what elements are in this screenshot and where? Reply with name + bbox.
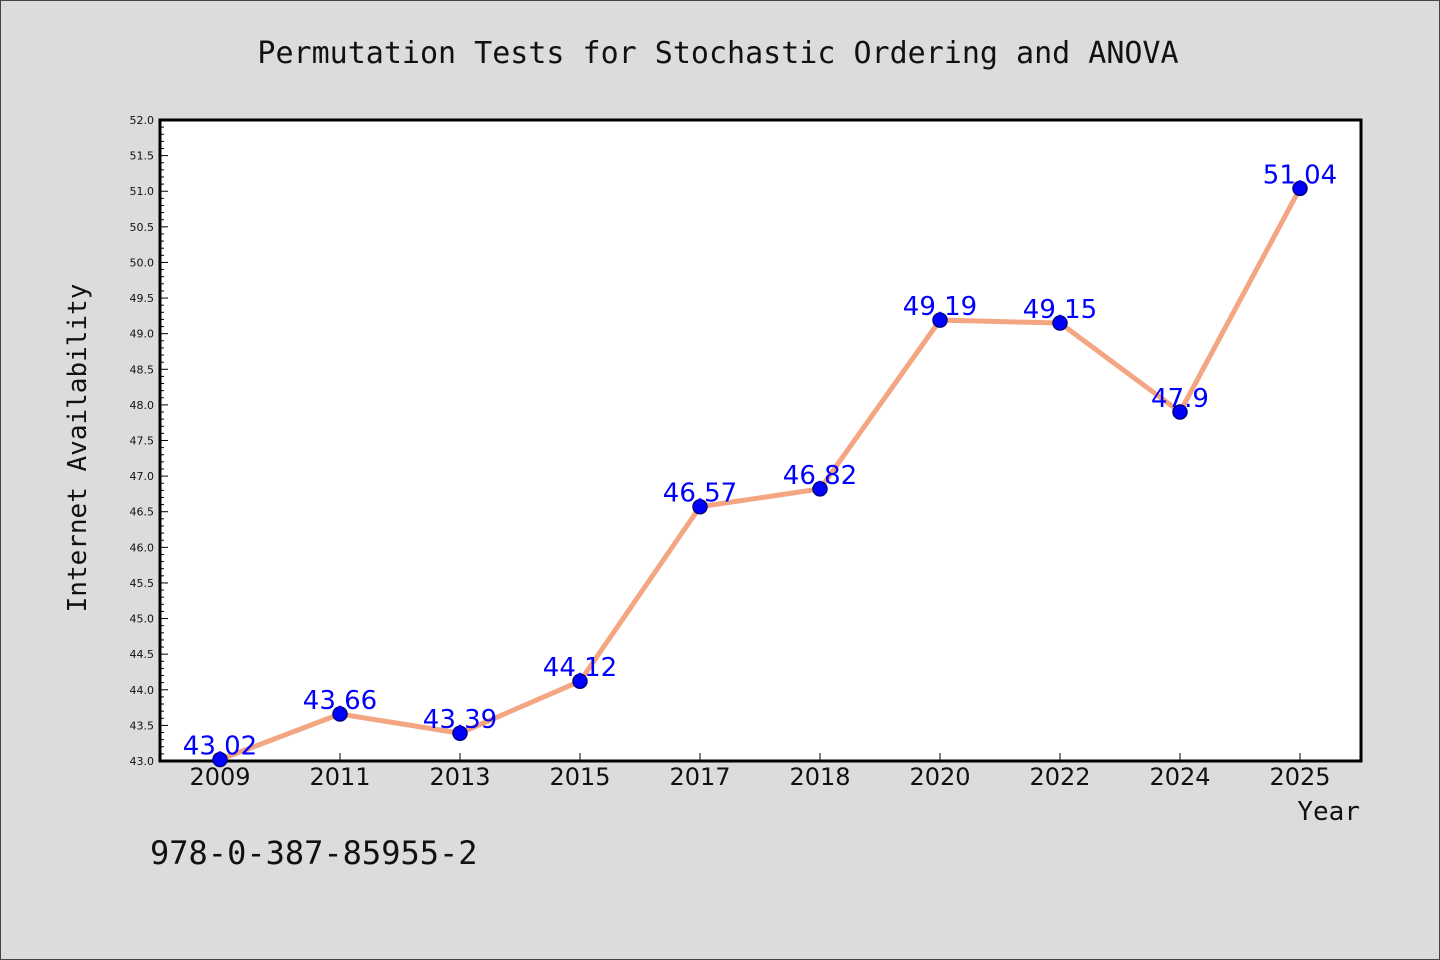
data-label: 46.82 (783, 461, 857, 491)
chart-title: Permutation Tests for Stochastic Orderin… (257, 36, 1178, 71)
x-tick-label: 2022 (1029, 763, 1090, 791)
series-line (217, 185, 1303, 763)
x-tick-label: 2020 (909, 763, 970, 791)
y-tick-label: 49.5 (130, 292, 155, 305)
y-tick-label: 43.0 (130, 755, 155, 768)
data-point (1052, 315, 1068, 331)
y-tick-label: 49.0 (130, 328, 155, 341)
y-tick-label: 51.5 (130, 150, 155, 163)
y-tick-label: 50.5 (130, 221, 155, 234)
y-tick-label: 51.0 (130, 185, 155, 198)
data-label: 43.02 (183, 732, 257, 762)
y-tick-label: 46.5 (130, 506, 155, 519)
x-tick-label: 2025 (1269, 763, 1330, 791)
y-tick-label: 45.0 (130, 613, 155, 626)
data-label: 47.9 (1151, 384, 1209, 414)
data-point (212, 751, 228, 768)
data-point (692, 498, 708, 515)
y-axis-label: Internet Availability (63, 284, 93, 613)
data-point (1292, 180, 1308, 197)
y-axis: 43.0 43.5 44.0 44.5 45.0 45.5 46.0 46.5 47.0 47.5… (130, 114, 168, 768)
x-tick-label: 2015 (549, 763, 610, 791)
data-label: 43.39 (423, 705, 497, 735)
y-tick-label: 47.0 (130, 470, 155, 483)
y-tick-label: 44.0 (130, 684, 155, 697)
data-label: 44.12 (543, 653, 617, 683)
data-point (932, 312, 948, 328)
data-point (812, 481, 828, 497)
y-tick-label: 48.0 (130, 399, 155, 412)
data-label: 49.15 (1023, 295, 1097, 325)
x-tick-label: 2011 (309, 763, 370, 791)
data-label: 43.66 (303, 686, 377, 716)
y-tick-label: 52.0 (130, 114, 155, 127)
x-tick-label: 2017 (669, 763, 730, 791)
y-tick-label: 47.5 (130, 435, 155, 448)
data-label: 46.57 (663, 479, 737, 509)
y-tick-label: 50.0 (130, 256, 155, 269)
footer-isbn: 978-0-387-85955-2 (150, 834, 478, 872)
y-tick-label: 45.5 (130, 577, 155, 590)
x-tick-label: 2024 (1149, 763, 1210, 791)
x-axis: 2009 2011 2013 2015 2017 2018 2020 2022 2024 2025 (189, 753, 1331, 791)
data-point (452, 725, 468, 741)
y-tick-label: 43.5 (130, 719, 155, 732)
series-layer: 43.02 43.66 43.39 44.12 46.57 46.82 49.19 49.15… (183, 160, 1337, 768)
x-tick-label: 2018 (789, 763, 850, 791)
y-tick-label: 48.5 (130, 363, 155, 376)
y-tick-label: 46.0 (130, 541, 155, 554)
plot-area (158, 118, 1363, 763)
x-tick-label: 2013 (429, 763, 490, 791)
data-label: 49.19 (903, 292, 977, 322)
data-point (332, 706, 348, 722)
data-label: 51.04 (1263, 160, 1337, 190)
data-point (1172, 404, 1188, 420)
x-axis-label: Year (1297, 797, 1360, 827)
y-tick-label: 44.5 (130, 648, 155, 661)
data-point (572, 673, 588, 689)
x-tick-label: 2009 (189, 763, 250, 791)
